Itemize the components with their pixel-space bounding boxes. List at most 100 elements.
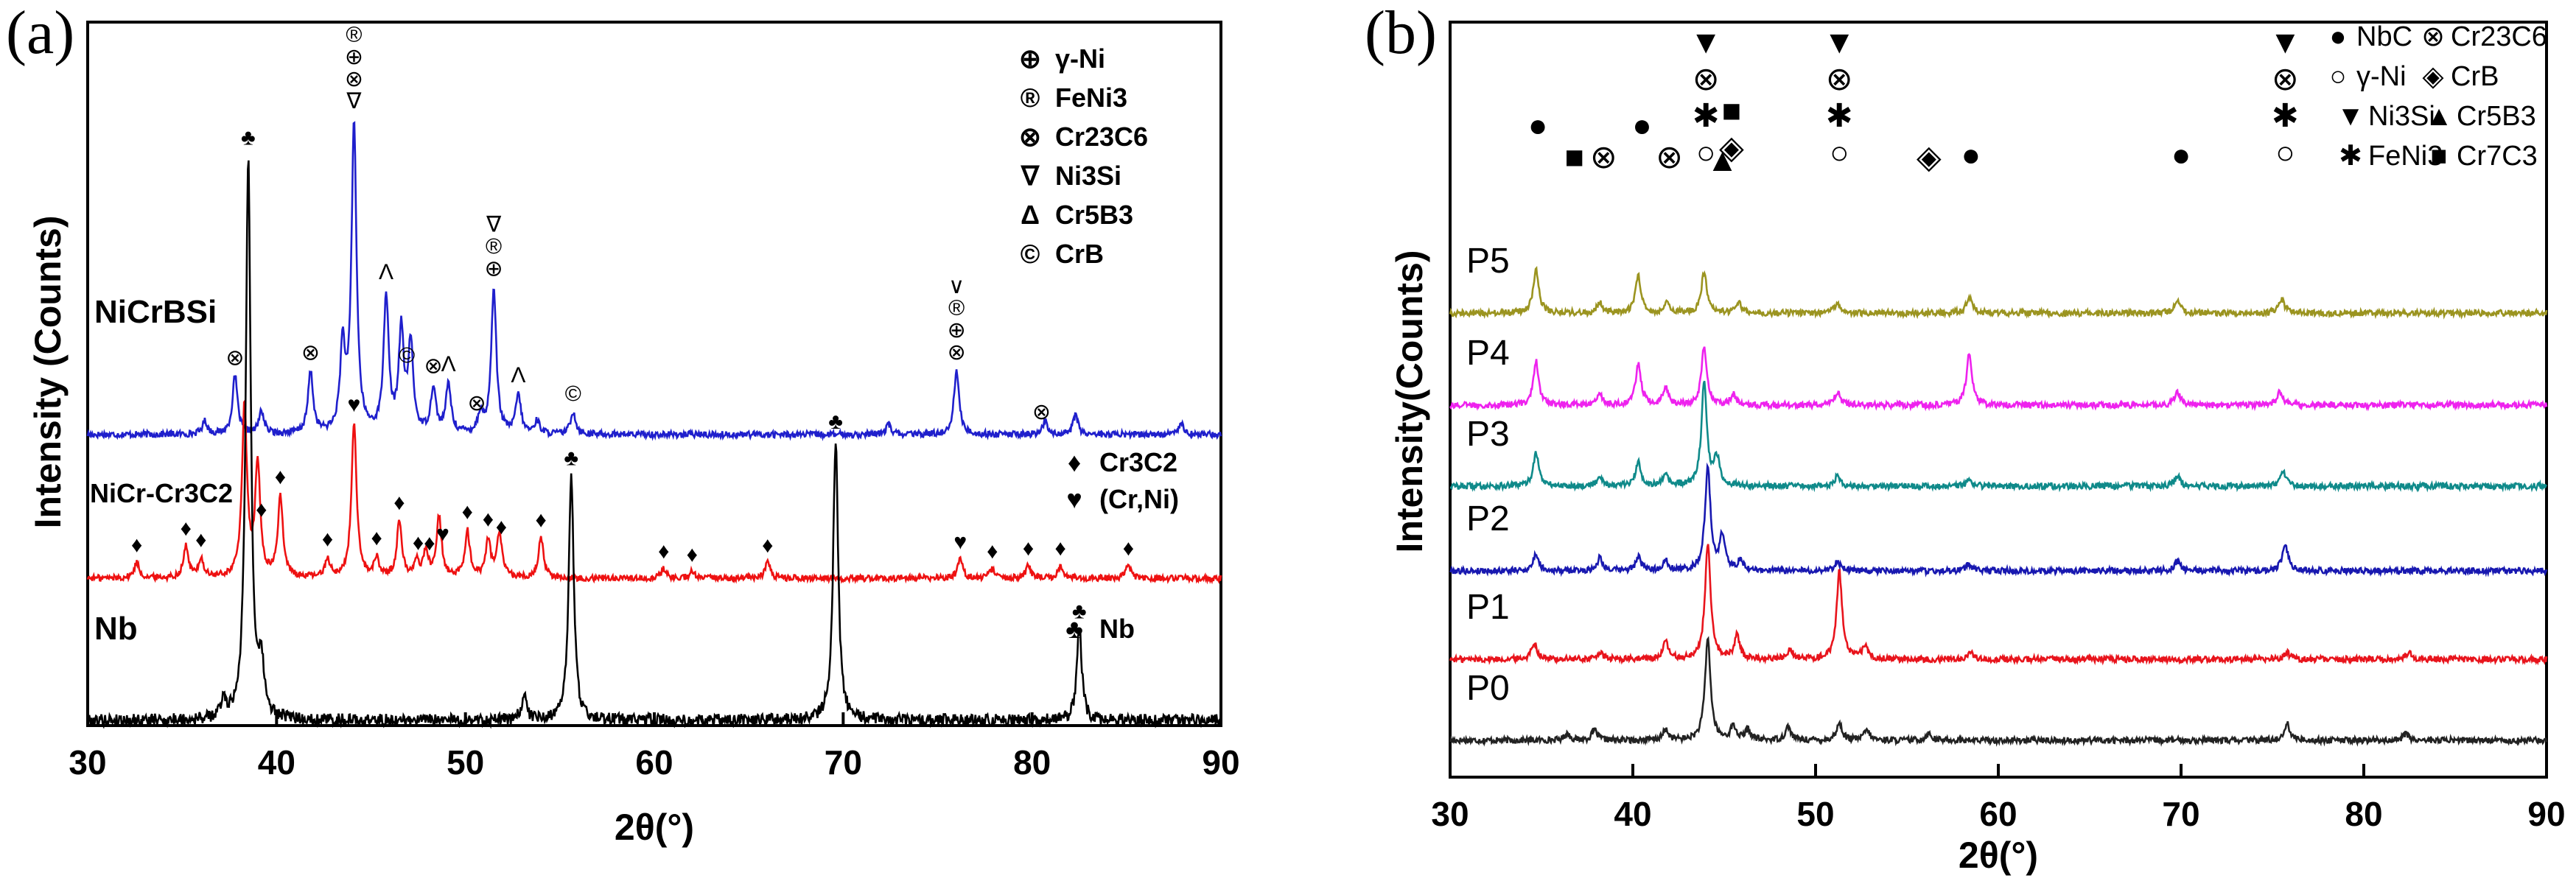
panel-b-peak-marker: ■ [1564,139,1584,175]
legend-b-item-cr7c3: ■ Cr7C3 [2431,141,2538,172]
panel-b-x-tick-label: 50 [1796,795,1834,833]
panel-a-x-tick-label: 30 [69,743,106,782]
legend-label-gamma-ni: γ-Ni [1055,43,1105,74]
legend-b-item-nbc: ● NbC [2330,21,2413,52]
panel-b-peak-marker: ▼ [2269,24,2302,60]
panel-a-nicrbsi-peak-marker: ⊗ [345,67,363,91]
panel-a-nicrbsi-peak-marker: ® [486,235,502,259]
panel-b-peak-marker: ✱ [2272,98,2299,134]
series-label-p1: P1 [1466,588,1510,627]
panel-a-nicr-cr3c2-peak-marker: ♦ [371,526,382,550]
panel-b-peak-marker: ● [1632,108,1652,144]
panel-b-x-tick-label: 90 [2527,795,2565,833]
panel-a-x-tick-label: 40 [258,743,295,782]
panel-b-letter: (b) [1365,0,1437,67]
panel-a-x-tick-label: 70 [825,743,862,782]
legend-label-ni3si-b: Ni3Si [2368,101,2435,132]
legend-a-item-crni: ♥ (Cr,Ni) [1066,484,1179,514]
panel-a-series-nb-line [86,160,1222,729]
panel-b-series-p3-line [1449,380,2547,493]
panel-a-nicr-cr3c2-peak-marker: ♦ [195,527,206,552]
panel-a-nicrbsi-peak-marker: ⊕ [345,45,363,69]
panel-a-nicrbsi-peak-marker: ® [948,296,965,320]
panel-a-nb-peak-marker: ♣ [1072,599,1087,623]
legend-symbol-ni3si-b-icon: ▼ [2337,101,2365,132]
panel-b-peak-marker: ▼ [1690,24,1722,60]
panel-a-nb-peak-marker: ♣ [241,126,256,150]
series-label-p0: P0 [1466,669,1510,708]
panel-a-nicr-cr3c2-peak-marker: ♥ [348,393,361,417]
panel-a-x-tick-label: 50 [447,743,484,782]
legend-label-crb: CrB [1055,239,1104,269]
series-label-nicrbsi: NiCrBSi [94,294,217,330]
panel-a-nicr-cr3c2-peak-marker: ♦ [181,516,192,541]
panel-a-nicrbsi-peak-marker: ⊗ [1032,400,1051,424]
panel-a-series-nicr-cr3c2-line [86,399,1222,585]
panel-b-peak-marker: ✱ [1826,98,1853,134]
panel-a-legend-2: ♦ Cr3C2 ♥ (Cr,Ni) [1066,447,1179,514]
legend-b-item-cr23c6: ⊗ Cr23C6 [2421,21,2547,52]
panel-a-legend-3: ♣ Nb [1065,614,1135,644]
legend-symbol-crni-icon: ♥ [1066,484,1082,514]
panel-a-x-tick-label: 60 [635,743,673,782]
panel-a-nicrbsi-peak-marker: ® [346,23,362,47]
panel-a-series [86,121,1222,729]
legend-a-item-cr23c6: ⊗ Cr23C6 [1019,122,1148,152]
legend-symbol-crb-b-icon: ◈ [2422,61,2444,92]
panel-a-nicrbsi-peak-marker: ∇ [346,89,362,113]
panel-b-peak-markers: ●■ ⊗●⊗▼⊗✱○■◈▲▼⊗✱○ ◈ ● ●▼⊗✱○ [1528,24,2301,178]
legend-symbol-gamma-ni-icon: ⊕ [1019,43,1041,74]
panel-b-peak-marker: ▲ [1707,142,1739,178]
panel-a-nicr-cr3c2-peak-marker: ♦ [413,530,424,555]
panel-a-nicrbsi-peak-marker: ⊗ [948,340,966,365]
legend-label-cr5b3-b: Cr5B3 [2457,101,2536,132]
panel-b-series-p5-line [1449,266,2548,320]
legend-label-feni3-b: FeNi3 [2368,141,2443,172]
panel-a-nb-peak-marker: ♣ [564,446,578,471]
panel-a-nicr-cr3c2-peak-marker: ♦ [1023,536,1034,561]
legend-label-cr7c3-b: Cr7C3 [2457,141,2538,172]
panel-a-nicr-cr3c2-peak-marker: ♦ [762,533,773,558]
legend-symbol-nb-icon: ♣ [1065,614,1083,644]
legend-b-item-feni3: ✱ FeNi3 [2339,141,2443,172]
panel-b-peak-marker: ⊗ [1826,61,1853,97]
panel-b-peak-marker: ✱ [1693,98,1720,134]
panel-b-peak-marker: ● [2171,137,2191,173]
panel-a-peak-markers: ⊗ ⊗®⊕⊗∇Λ© ⊗Λ⊗∇®⊕Λ©∨®⊕⊗⊗♦♦ ♦♦♦♦♥♦♦♦ ♦ ♥♦ ♦ ♦ ♦♦ ♦ ♦… [131,23,1134,623]
panel-a-nicr-cr3c2-peak-marker: ♦ [424,531,435,555]
panel-a-nicr-cr3c2-peak-marker: ♦ [275,465,286,489]
legend-label-cr5b3: Cr5B3 [1055,200,1133,230]
legend-label-cr23c6: Cr23C6 [1055,122,1148,152]
panel-a-x-tick-label: 90 [1202,743,1239,782]
panel-b-series-labels: P0 P1 P2 P3 P4 P5 [1466,242,1510,708]
panel-a-nicr-cr3c2-peak-marker: ♦ [987,539,998,564]
panel-a-nicr-cr3c2-peak-marker: ♦ [1054,536,1065,561]
panel-b-peak-marker: ⊗ [2272,61,2299,97]
panel-a-nicr-cr3c2-peak-marker: ♦ [462,500,473,524]
panel-a-legend: ⊕ γ-Ni ® FeNi3 ⊗ Cr23C6 ∇ Ni3Si Δ Cr5B3 … [1019,43,1148,269]
legend-symbol-cr23c6-icon: ⊗ [1019,122,1041,152]
panel-b-series-p0-line [1449,636,2548,747]
panel-b-peak-marker: ⊗ [1590,139,1617,175]
legend-symbol-crb-icon: © [1021,239,1040,269]
panel-b-y-axis-title: Intensity(Counts) [1389,250,1430,552]
legend-symbol-cr5b3-icon: Δ [1021,200,1040,230]
legend-symbol-cr5b3-b-icon: ▲ [2425,101,2453,132]
panel-b-x-tick-label: 80 [2345,795,2382,833]
panel-b-x-tick-label: 70 [2162,795,2199,833]
panel-a-series-nicrbsi-line [86,121,1222,441]
panel-a-nicr-cr3c2-peak-marker: ♦ [496,515,507,539]
legend-symbol-ni3si-icon: ∇ [1021,161,1040,191]
panel-a-nicrbsi-peak-marker: © [565,382,581,406]
panel-b-series-p4-line [1449,346,2548,412]
panel-b-peak-marker: ● [1961,137,1981,173]
panel-a-letter: (a) [6,0,74,67]
panel-b-peak-marker: ⊗ [1693,61,1720,97]
panel-a-nicr-cr3c2-peak-marker: ♦ [393,491,405,515]
legend-label-feni3: FeNi3 [1055,83,1127,113]
series-label-p3: P3 [1466,415,1510,454]
panel-b-peak-marker: ○ [2275,135,2295,171]
legend-label-cr23c6-b: Cr23C6 [2451,21,2547,52]
legend-a-item-cr5b3: Δ Cr5B3 [1021,200,1133,230]
